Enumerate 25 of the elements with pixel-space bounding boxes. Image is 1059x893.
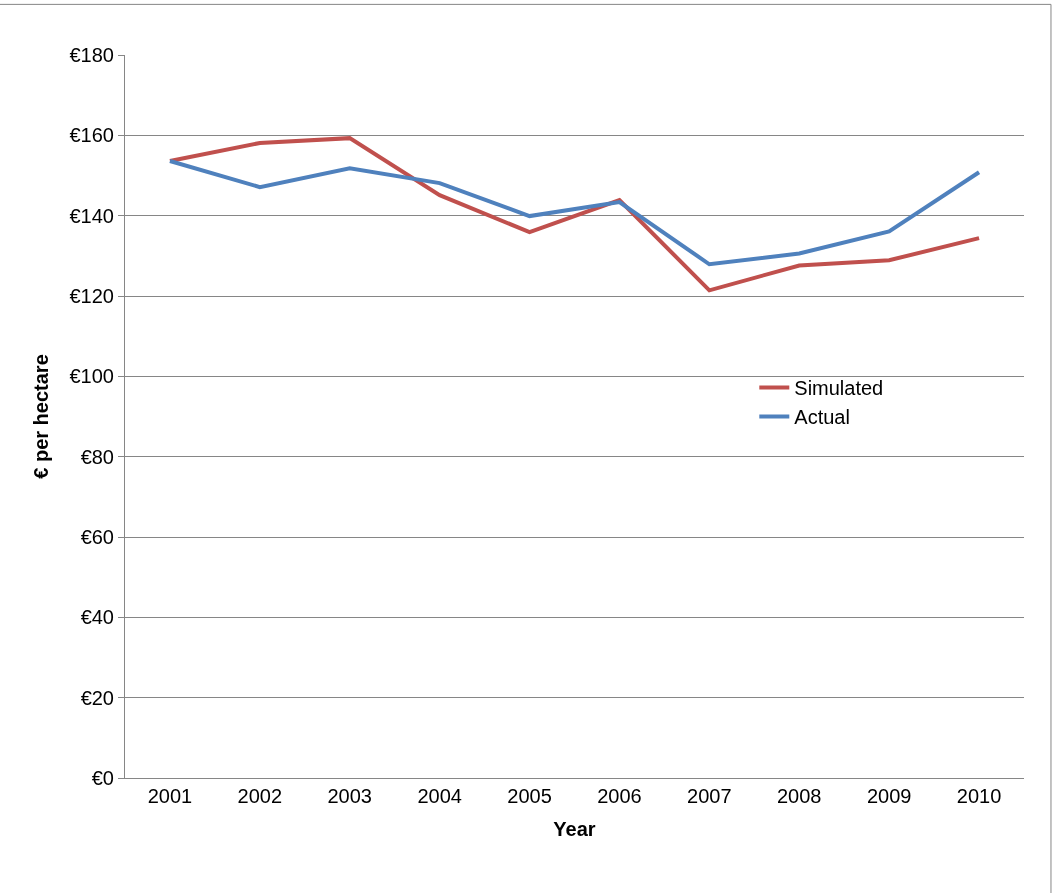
x-tick-label: 2002 (237, 785, 283, 807)
y-tick-label: €60 (80, 526, 114, 548)
legend-label: Simulated (794, 377, 884, 400)
y-tick-label: €180 (69, 44, 114, 66)
y-tick-label: €20 (80, 686, 114, 709)
x-tick-label: 2007 (687, 785, 732, 807)
x-tick-label: 2004 (417, 785, 462, 807)
x-axis-title: Year (553, 817, 596, 840)
y-tick-label: €160 (69, 124, 114, 147)
x-tick-label: 2005 (507, 785, 552, 807)
y-tick-label: €80 (80, 445, 114, 468)
x-tick-label: 2008 (777, 785, 822, 807)
x-tick-label: 2006 (597, 785, 642, 807)
legend-label: Actual (794, 406, 850, 429)
y-tick-label: €40 (80, 606, 114, 629)
x-tick-label: 2010 (956, 785, 1002, 807)
y-axis-title: € per hectare (30, 354, 52, 479)
y-tick-label: €0 (91, 767, 114, 789)
y-tick-label: €100 (69, 365, 114, 388)
y-tick-label: €120 (69, 285, 114, 307)
x-tick-label: 2009 (866, 785, 912, 807)
y-tick-label: €140 (69, 204, 114, 227)
x-tick-label: 2003 (327, 785, 372, 807)
x-tick-label: 2001 (147, 785, 193, 807)
line-series (167, 159, 982, 267)
